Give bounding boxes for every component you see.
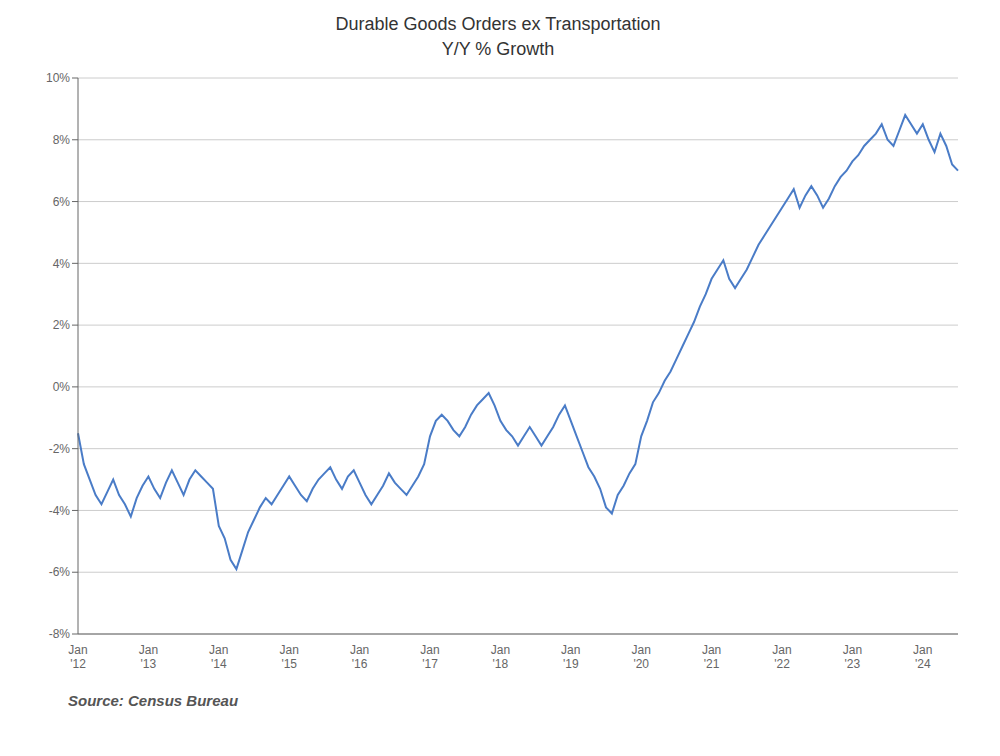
svg-text:Jan'14: Jan'14 <box>209 643 228 671</box>
svg-text:Jan'12: Jan'12 <box>68 643 87 671</box>
svg-text:Jan'15: Jan'15 <box>280 643 299 671</box>
svg-text:2%: 2% <box>53 318 71 332</box>
svg-text:0%: 0% <box>53 380 71 394</box>
svg-text:Jan'13: Jan'13 <box>139 643 158 671</box>
svg-text:-2%: -2% <box>49 442 71 456</box>
svg-text:10%: 10% <box>46 71 70 85</box>
svg-text:Jan'17: Jan'17 <box>420 643 439 671</box>
html-text:Y/Y % Growth: Y/Y % Growth <box>441 39 555 59</box>
svg-text:-4%: -4% <box>49 504 71 518</box>
svg-text:Jan'21: Jan'21 <box>702 643 721 671</box>
svg-text:4%: 4% <box>53 257 71 271</box>
svg-text:Jan'24: Jan'24 <box>913 643 932 671</box>
svg-text:Jan'18: Jan'18 <box>491 643 510 671</box>
svg-text:-6%: -6% <box>49 565 71 579</box>
svg-text:Jan'19: Jan'19 <box>561 643 580 671</box>
svg-text:Jan'20: Jan'20 <box>632 643 651 671</box>
svg-text:Jan'16: Jan'16 <box>350 643 369 671</box>
svg-text:Jan'22: Jan'22 <box>772 643 791 671</box>
svg-text:6%: 6% <box>53 195 71 209</box>
svg-text:Jan'23: Jan'23 <box>843 643 862 671</box>
svg-text:-8%: -8% <box>49 627 71 641</box>
svg-text:8%: 8% <box>53 133 71 147</box>
html-text:Durable Goods Orders ex Transp: Durable Goods Orders ex Transportation <box>335 14 661 34</box>
html-text:Source: Census Bureau: Source: Census Bureau <box>68 692 238 709</box>
